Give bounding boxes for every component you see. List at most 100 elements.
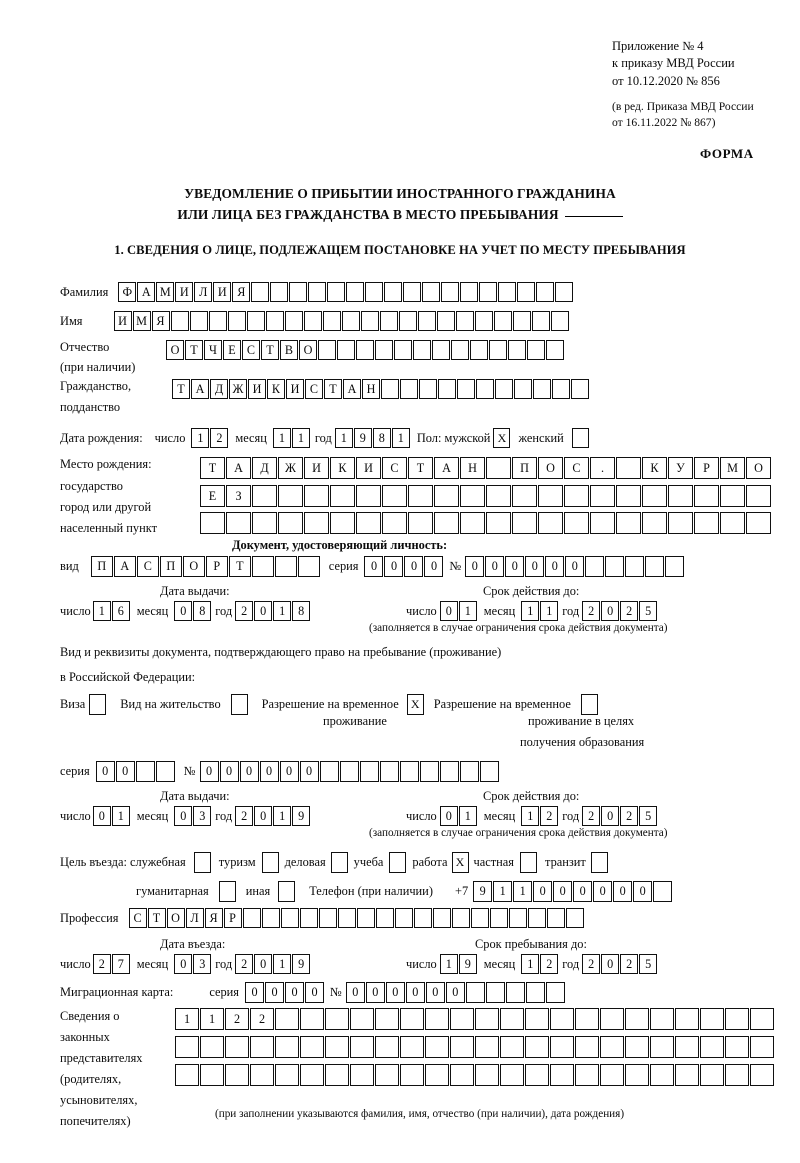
- citizenship-cells-cell[interactable]: С: [305, 379, 323, 399]
- permit-number-cells-cell[interactable]: [479, 761, 499, 782]
- surname-cells-cell[interactable]: [422, 282, 441, 302]
- legal-rep-row1-cells-cell[interactable]: [700, 1008, 724, 1030]
- doc-valid-month-cells-cell[interactable]: 1: [540, 601, 559, 621]
- legal-rep-row1-cells-cell[interactable]: [650, 1008, 674, 1030]
- profession-cells-cell[interactable]: [337, 908, 356, 928]
- doc-valid-year-cells-cell[interactable]: 0: [601, 601, 620, 621]
- phone-cells-cell[interactable]: 1: [513, 881, 533, 902]
- residence-permit-checkbox[interactable]: [230, 694, 248, 715]
- doc-number-cells-cell[interactable]: [665, 556, 685, 577]
- legal-rep-row3-cells-cell[interactable]: [525, 1064, 549, 1086]
- birth-place-row3-cells-cell[interactable]: [746, 512, 771, 534]
- legal-rep-row1-cells-cell[interactable]: 1: [200, 1008, 224, 1030]
- legal-rep-row3-cells-cell[interactable]: [450, 1064, 474, 1086]
- permit-number-cells-cell[interactable]: [379, 761, 399, 782]
- firstname-cells-cell[interactable]: [227, 311, 246, 331]
- firstname-cells-cell[interactable]: [550, 311, 569, 331]
- citizenship-cells-cell[interactable]: Т: [324, 379, 342, 399]
- doc-valid-day-cells-cell[interactable]: 0: [439, 601, 458, 621]
- doc-kind-cells-cell[interactable]: О: [182, 556, 205, 577]
- citizenship-cells-cell[interactable]: [400, 379, 418, 399]
- birth-place-state-cells-cell[interactable]: С: [564, 457, 589, 479]
- legal-rep-row1-cells-cell[interactable]: [325, 1008, 349, 1030]
- birth-place-city-cells-cell[interactable]: [382, 485, 407, 507]
- citizenship-cells-cell[interactable]: Д: [210, 379, 228, 399]
- migration-series-cells-cell[interactable]: 0: [305, 982, 324, 1003]
- legal-rep-row3-cells-cell[interactable]: [225, 1064, 249, 1086]
- purpose-official-checkbox[interactable]: [193, 852, 211, 873]
- doc-number-cells-cell[interactable]: 0: [505, 556, 525, 577]
- profession-cells-cell[interactable]: [527, 908, 546, 928]
- citizenship-cells-cell[interactable]: [419, 379, 437, 399]
- surname-cells-cell[interactable]: [536, 282, 555, 302]
- temp-residence-edu-checkbox[interactable]: [580, 694, 598, 715]
- birth-place-state-cells-cell[interactable]: Н: [460, 457, 485, 479]
- migration-number-cells-cell[interactable]: 0: [385, 982, 405, 1003]
- stay-day-cells-cell[interactable]: 9: [458, 954, 477, 974]
- stay-year-cells-cell[interactable]: 0: [601, 954, 620, 974]
- legal-rep-row1-cells-cell[interactable]: [300, 1008, 324, 1030]
- firstname-cells-cell[interactable]: [303, 311, 322, 331]
- citizenship-cells-cell[interactable]: Т: [172, 379, 190, 399]
- legal-rep-row3-cells-cell[interactable]: [650, 1064, 674, 1086]
- birth-place-state-cells-cell[interactable]: О: [538, 457, 563, 479]
- permit-series-cells-cell[interactable]: 0: [115, 761, 135, 782]
- birth-place-city-cells-cell[interactable]: [278, 485, 303, 507]
- birth-place-state-cells-cell[interactable]: У: [668, 457, 693, 479]
- entry-year-cells-cell[interactable]: 9: [292, 954, 311, 974]
- surname-cells-cell[interactable]: [403, 282, 422, 302]
- legal-rep-row2-cells-cell[interactable]: [400, 1036, 424, 1058]
- patronymic-cells-cell[interactable]: [470, 340, 488, 360]
- migration-number-cells-cell[interactable]: [525, 982, 545, 1003]
- doc-kind-cells-cell[interactable]: П: [90, 556, 113, 577]
- surname-cells-cell[interactable]: [460, 282, 479, 302]
- stay-year-cells-cell[interactable]: 2: [620, 954, 639, 974]
- birth-place-state-cells-cell[interactable]: Д: [252, 457, 277, 479]
- migration-number-cells-cell[interactable]: [545, 982, 565, 1003]
- permit-issue-month-cells-cell[interactable]: 3: [193, 806, 212, 826]
- birth-place-row3-cells-cell[interactable]: [538, 512, 563, 534]
- doc-kind-cells-cell[interactable]: Т: [228, 556, 251, 577]
- stay-year-cells-cell[interactable]: 2: [582, 954, 601, 974]
- legal-rep-row1-cells-cell[interactable]: [675, 1008, 699, 1030]
- legal-rep-row3-cells-cell[interactable]: [500, 1064, 524, 1086]
- legal-rep-row1-cells-cell[interactable]: [575, 1008, 599, 1030]
- phone-cells-cell[interactable]: [653, 881, 673, 902]
- firstname-cells-cell[interactable]: [341, 311, 360, 331]
- birth-place-row3-cells-cell[interactable]: [200, 512, 225, 534]
- legal-rep-row2-cells-cell[interactable]: [225, 1036, 249, 1058]
- entry-month-cells-cell[interactable]: 0: [174, 954, 193, 974]
- migration-series-cells-cell[interactable]: 0: [265, 982, 284, 1003]
- legal-rep-row2-cells-cell[interactable]: [200, 1036, 224, 1058]
- migration-number-cells-cell[interactable]: 0: [445, 982, 465, 1003]
- birth-year-cells-cell[interactable]: 9: [353, 428, 372, 448]
- doc-valid-year-cells-cell[interactable]: 5: [639, 601, 658, 621]
- birth-place-state-cells-cell[interactable]: И: [304, 457, 329, 479]
- legal-rep-row2-cells-cell[interactable]: [625, 1036, 649, 1058]
- birth-month-cells-cell[interactable]: 1: [272, 428, 291, 448]
- surname-cells-cell[interactable]: [517, 282, 536, 302]
- legal-rep-row1-cells-cell[interactable]: [725, 1008, 749, 1030]
- entry-day-cells-cell[interactable]: 2: [92, 954, 111, 974]
- patronymic-cells-cell[interactable]: [318, 340, 336, 360]
- permit-number-cells-cell[interactable]: 0: [219, 761, 239, 782]
- phone-cells-cell[interactable]: 0: [613, 881, 633, 902]
- surname-cells-cell[interactable]: А: [137, 282, 156, 302]
- legal-rep-row3-cells-cell[interactable]: [575, 1064, 599, 1086]
- doc-number-cells-cell[interactable]: [645, 556, 665, 577]
- patronymic-cells-cell[interactable]: [394, 340, 412, 360]
- birth-place-row3-cells-cell[interactable]: [512, 512, 537, 534]
- birth-place-state-cells-cell[interactable]: М: [720, 457, 745, 479]
- legal-rep-row2-cells-cell[interactable]: [475, 1036, 499, 1058]
- permit-issue-day-cells-cell[interactable]: 0: [92, 806, 111, 826]
- birth-place-city-cells-cell[interactable]: [330, 485, 355, 507]
- birth-place-row3-cells-cell[interactable]: [304, 512, 329, 534]
- doc-valid-year-cells-cell[interactable]: 2: [620, 601, 639, 621]
- migration-series-cells-cell[interactable]: 0: [285, 982, 304, 1003]
- profession-cells-cell[interactable]: [318, 908, 337, 928]
- citizenship-cells-cell[interactable]: [457, 379, 475, 399]
- profession-cells-cell[interactable]: [375, 908, 394, 928]
- citizenship-cells-cell[interactable]: И: [248, 379, 266, 399]
- legal-rep-row3-cells-cell[interactable]: [275, 1064, 299, 1086]
- doc-issue-year-cells-cell[interactable]: 1: [273, 601, 292, 621]
